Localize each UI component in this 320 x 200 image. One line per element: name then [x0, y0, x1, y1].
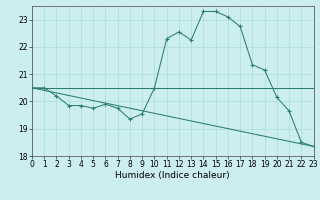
X-axis label: Humidex (Indice chaleur): Humidex (Indice chaleur)	[116, 171, 230, 180]
